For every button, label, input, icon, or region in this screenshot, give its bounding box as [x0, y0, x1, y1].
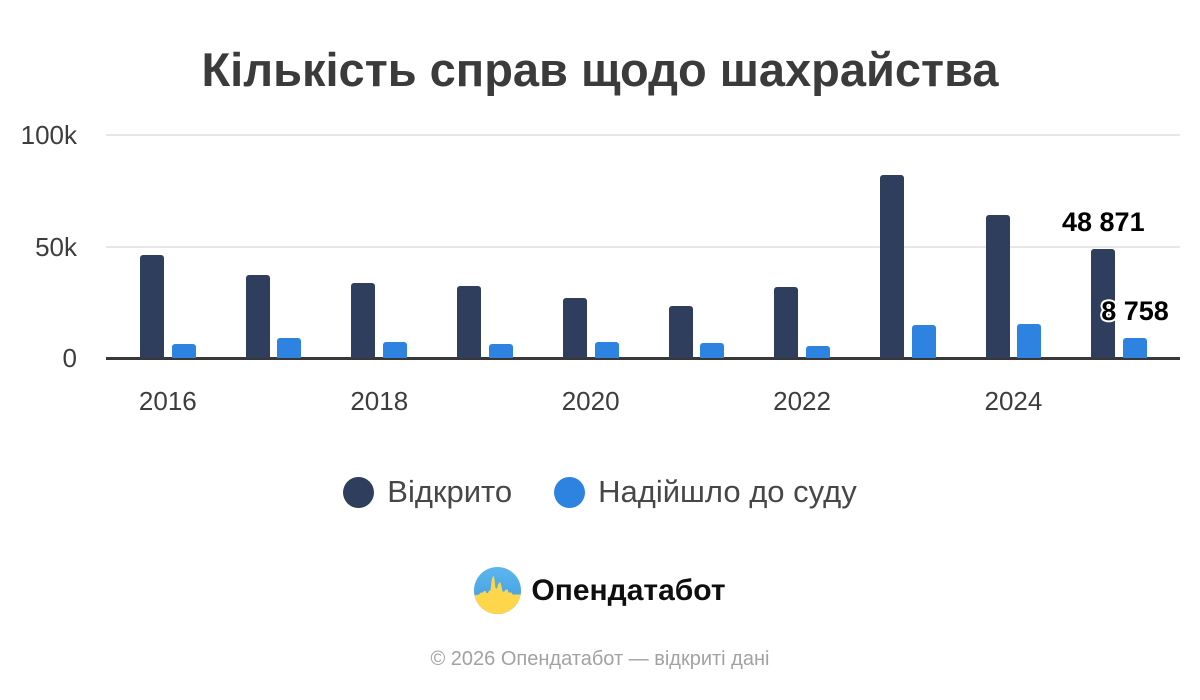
opened-bar-2018 — [351, 283, 376, 358]
opened-bar-2017 — [245, 275, 270, 358]
value-label-2025-s1: 48 871 — [1062, 207, 1145, 238]
court-bar-2024 — [1017, 324, 1042, 358]
court-bar-2016 — [171, 344, 196, 358]
opened-bar-2020 — [562, 298, 587, 358]
court-bar-2019 — [488, 344, 513, 358]
legend-item-court: Надійшло до суду — [554, 474, 857, 510]
legend-swatch-opened-icon — [343, 476, 375, 508]
legend: Відкрито Надійшло до суду — [0, 474, 1200, 510]
opened-bar-2025 — [1091, 249, 1116, 358]
opened-bar-2021 — [668, 306, 693, 358]
court-bar-2020 — [594, 342, 619, 358]
x-tick-label-2018: 2018 — [350, 386, 409, 416]
court-bar-2025 — [1123, 338, 1147, 358]
gridline-50k — [106, 245, 1180, 248]
plot-area — [106, 135, 1180, 358]
legend-label-court: Надійшло до суду — [598, 474, 857, 509]
legend-swatch-court-icon — [554, 476, 586, 508]
opened-bar-2019 — [457, 286, 482, 358]
copyright-text: © 2026 Опендатабот — відкриті дані — [430, 648, 770, 670]
court-bar-2017 — [277, 338, 302, 358]
opened-bar-2016 — [140, 255, 164, 358]
x-tick-label-2024: 2024 — [984, 386, 1043, 416]
gridline-100k — [106, 134, 1180, 136]
opendatabot-brand: Опендатабот — [0, 567, 1200, 614]
court-bar-2018 — [383, 342, 408, 358]
value-label-2025-s2: 8 758 — [1101, 296, 1169, 327]
legend-label-opened: Відкрито — [387, 474, 513, 509]
opened-bar-2024 — [985, 215, 1010, 358]
x-tick-label-2022: 2022 — [773, 386, 831, 416]
legend-item-opened: Відкрито — [343, 474, 512, 510]
x-tick-label-2020: 2020 — [561, 386, 620, 416]
chart-title: Кількість справ щодо шахрайства — [201, 43, 999, 96]
y-tick-label-100k: 100k — [20, 120, 77, 150]
court-bar-2022 — [805, 346, 830, 358]
opendatabot-logo-text: Опендатабот — [531, 573, 726, 607]
x-tick-label-2016: 2016 — [138, 386, 197, 416]
opened-bar-2023 — [879, 175, 904, 358]
opened-bar-2022 — [774, 287, 799, 358]
y-tick-label-50k: 50k — [35, 231, 77, 262]
x-axis-line — [106, 356, 1180, 360]
court-bar-2023 — [911, 325, 936, 358]
opendatabot-logo-icon — [474, 567, 522, 614]
court-bar-2021 — [700, 343, 725, 358]
y-tick-label-0: 0 — [62, 343, 77, 373]
